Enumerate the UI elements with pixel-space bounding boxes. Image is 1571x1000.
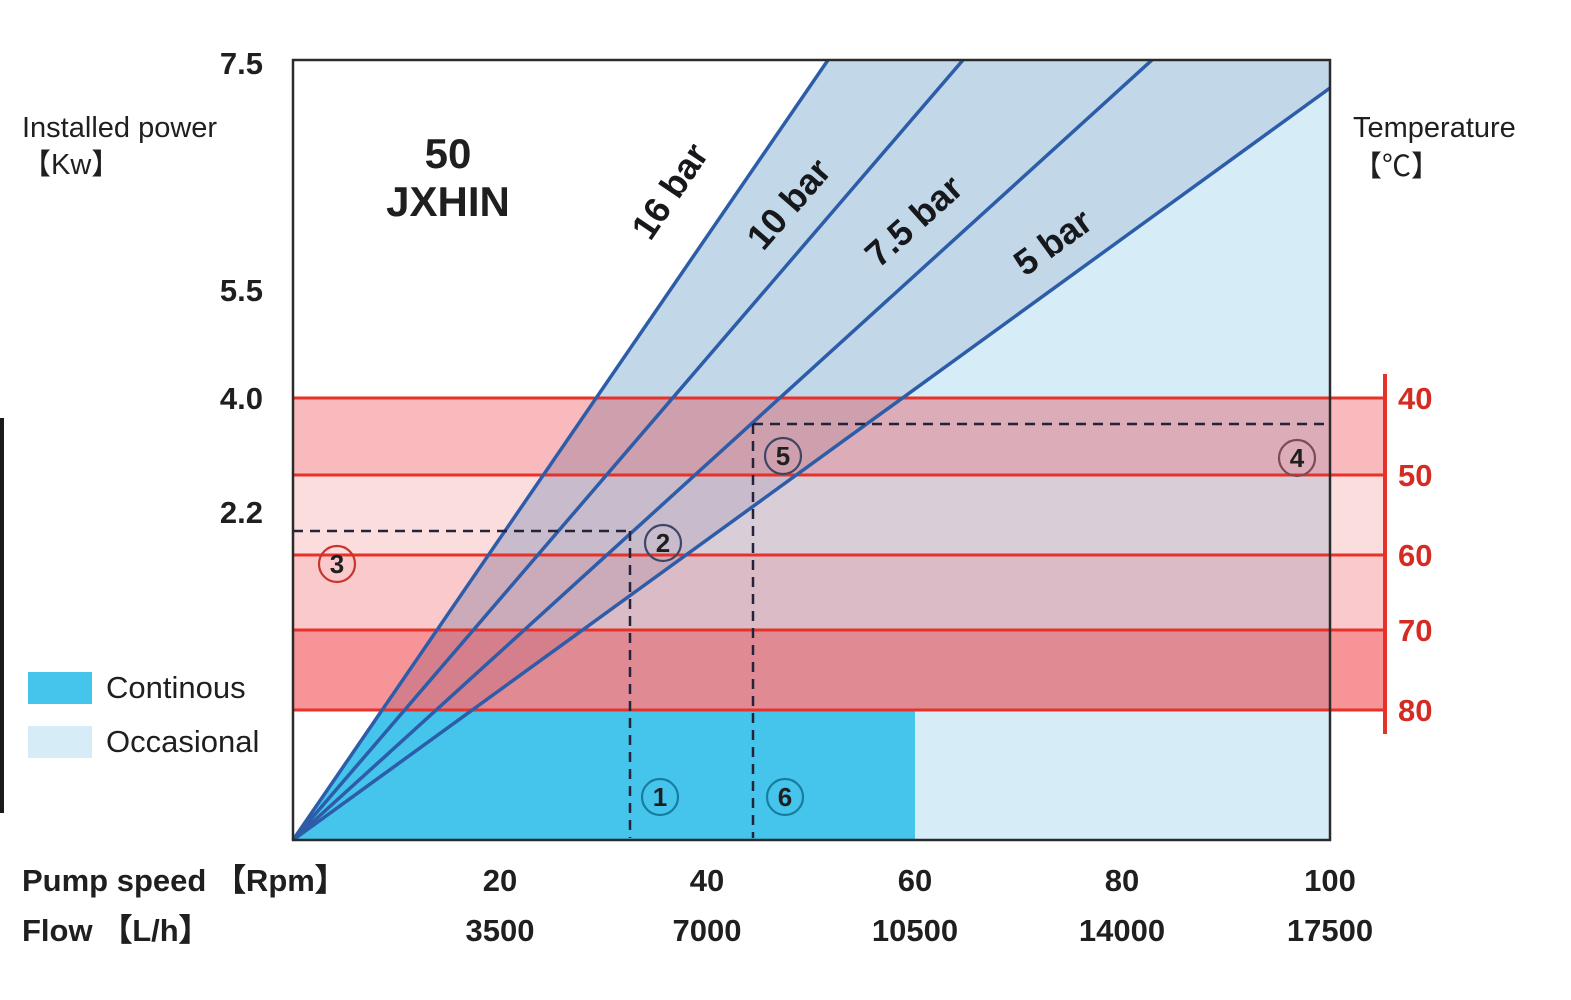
flow-tick-17500: 17500 [1287,913,1373,948]
flow-tick-3500: 3500 [466,913,535,948]
legend-label-occasional: Occasional [106,724,259,759]
pressure-line-7-5bar [291,58,1154,842]
occasional-zone [293,60,1330,840]
flow-label: Flow 【L/h】 [22,913,210,948]
temp-band-60-70 [293,555,1385,630]
marker-3-digit: 3 [330,549,344,579]
marker-1-circle [640,777,680,817]
flow-tick-7000: 7000 [673,913,742,948]
temp-tick-80: 80 [1398,693,1432,728]
marker-2: 2 [643,523,683,563]
y-tick-2-2: 2.2 [220,495,263,530]
temp-tick-70: 70 [1398,613,1432,648]
y-tick-5-5: 5.5 [220,273,263,308]
marker-6-digit: 6 [778,782,792,812]
marker-1-digit: 1 [653,782,667,812]
marker-4-circle [1277,438,1317,478]
right-axis-unit: 【℃】 [1353,151,1440,183]
plot-border [291,58,1332,842]
dashed-crosshair-2 [751,422,1330,838]
marker-1: 1 [640,777,680,817]
chart-title-model: 50 [425,130,472,177]
legend-label-continuous: Continous [106,670,246,705]
marker-4-digit: 4 [1290,443,1305,473]
marker-3-circle [317,544,357,584]
marker-2-digit: 2 [656,528,670,558]
x-tick-20: 20 [483,863,517,898]
pressure-fan-shade [293,60,1330,840]
temp-band-50-60 [293,475,1385,555]
y-tick-4-0: 4.0 [220,381,263,416]
temp-band-70-80 [293,630,1385,710]
pressure-line-5bar [291,86,1332,842]
flow-tick-14000: 14000 [1079,913,1165,948]
left-axis-title: Installed power [22,112,217,144]
pump-speed-label: Pump speed 【Rpm】 [22,863,346,898]
dashed-crosshair-1 [293,529,632,838]
marker-4: 4 [1277,438,1317,478]
pressure-line-16bar [291,59,830,841]
temp-tick-40: 40 [1398,381,1432,416]
temp-tick-50: 50 [1398,458,1432,493]
right-axis-title: Temperature [1353,112,1516,144]
y-tick-7-5: 7.5 [220,46,263,81]
flow-tick-10500: 10500 [872,913,958,948]
left-edge-artifact [0,418,4,813]
marker-3: 3 [317,544,357,584]
x-tick-60: 60 [898,863,932,898]
x-tick-80: 80 [1105,863,1139,898]
marker-5-digit: 5 [776,441,790,471]
legend-swatch-occasional [28,726,92,758]
temp-tick-60: 60 [1398,538,1432,573]
legend-swatch-continuous [28,672,92,704]
marker-6: 6 [765,777,805,817]
marker-6-circle [765,777,805,817]
continuous-zone [293,710,915,840]
temp-band-40-50 [293,398,1385,475]
pressure-line-10bar [291,58,965,842]
chart-title-series: JXHIN [386,178,510,225]
marker-5-circle [763,436,803,476]
marker-2-circle [643,523,683,563]
x-tick-40: 40 [690,863,724,898]
left-axis-unit: 【Kw】 [22,149,120,181]
marker-5: 5 [763,436,803,476]
x-tick-100: 100 [1304,863,1356,898]
